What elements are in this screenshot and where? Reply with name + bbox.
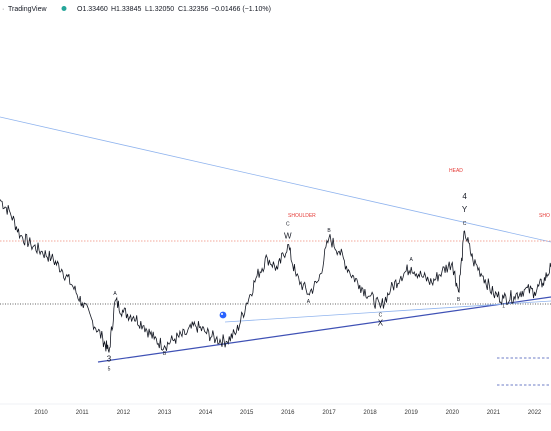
neckline bbox=[224, 300, 551, 323]
wave-label: B bbox=[163, 351, 167, 357]
wave-label: 3 bbox=[107, 355, 112, 364]
ohlc-low: L1.32050 bbox=[145, 6, 174, 13]
wave-label: 5 bbox=[108, 367, 111, 373]
ohlc-change: −0.01466 (−1.10%) bbox=[211, 6, 271, 13]
price-line bbox=[0, 199, 551, 353]
wave-label: A bbox=[410, 257, 414, 263]
wave-label: X bbox=[378, 319, 384, 328]
rising-trendline bbox=[97, 296, 551, 363]
x-tick-label: 2011 bbox=[76, 410, 90, 416]
x-axis: 2010 2011 2012 2013 2014 2015 2016 2017 2018 2019… bbox=[34, 410, 542, 416]
app-name: TradingView bbox=[8, 6, 47, 13]
descending-trendline bbox=[0, 116, 551, 243]
event-marker-icon[interactable] bbox=[219, 311, 227, 319]
x-tick-label: 2016 bbox=[281, 410, 295, 416]
shoulder-left-label: SHOULDER bbox=[288, 213, 316, 219]
wave-label: W bbox=[284, 232, 292, 241]
wave-label: Y bbox=[462, 205, 468, 214]
ohlc-open: O1.33460 bbox=[77, 6, 108, 13]
wave-label: B bbox=[327, 228, 331, 234]
wave-label: B bbox=[457, 297, 461, 303]
shoulder-right-label: SHO bbox=[539, 213, 550, 219]
x-tick-label: 2021 bbox=[487, 410, 501, 416]
price-series bbox=[0, 199, 551, 353]
x-tick-label: 2017 bbox=[322, 410, 336, 416]
x-tick-label: 2015 bbox=[240, 410, 254, 416]
wave-label: C bbox=[379, 313, 383, 319]
x-tick-label: 2019 bbox=[405, 410, 419, 416]
wave-label: 1 bbox=[502, 304, 505, 310]
wave-label: A bbox=[307, 299, 311, 305]
market-status-icon bbox=[61, 6, 67, 11]
x-tick-label: 2013 bbox=[158, 410, 172, 416]
x-tick-label: 2020 bbox=[446, 410, 460, 416]
ohlc-high: H1.33845 bbox=[111, 6, 141, 13]
x-tick-label: 2012 bbox=[117, 410, 131, 416]
ohlc-close: C1.32356 bbox=[178, 6, 208, 13]
head-label: HEAD bbox=[449, 168, 463, 174]
chart-header: · TradingView O1.33460 H1.33845 L1.32050… bbox=[2, 6, 271, 13]
wave-label: 4 bbox=[462, 192, 467, 201]
x-tick-label: 2018 bbox=[363, 410, 377, 416]
header-separator: · bbox=[2, 6, 4, 13]
x-tick-label: 2014 bbox=[199, 410, 213, 416]
wave-label: C bbox=[463, 221, 467, 227]
wave-label: C bbox=[286, 222, 290, 228]
wave-label: A bbox=[113, 291, 117, 297]
x-tick-label: 2010 bbox=[34, 410, 48, 416]
x-tick-label: 2022 bbox=[528, 410, 542, 416]
